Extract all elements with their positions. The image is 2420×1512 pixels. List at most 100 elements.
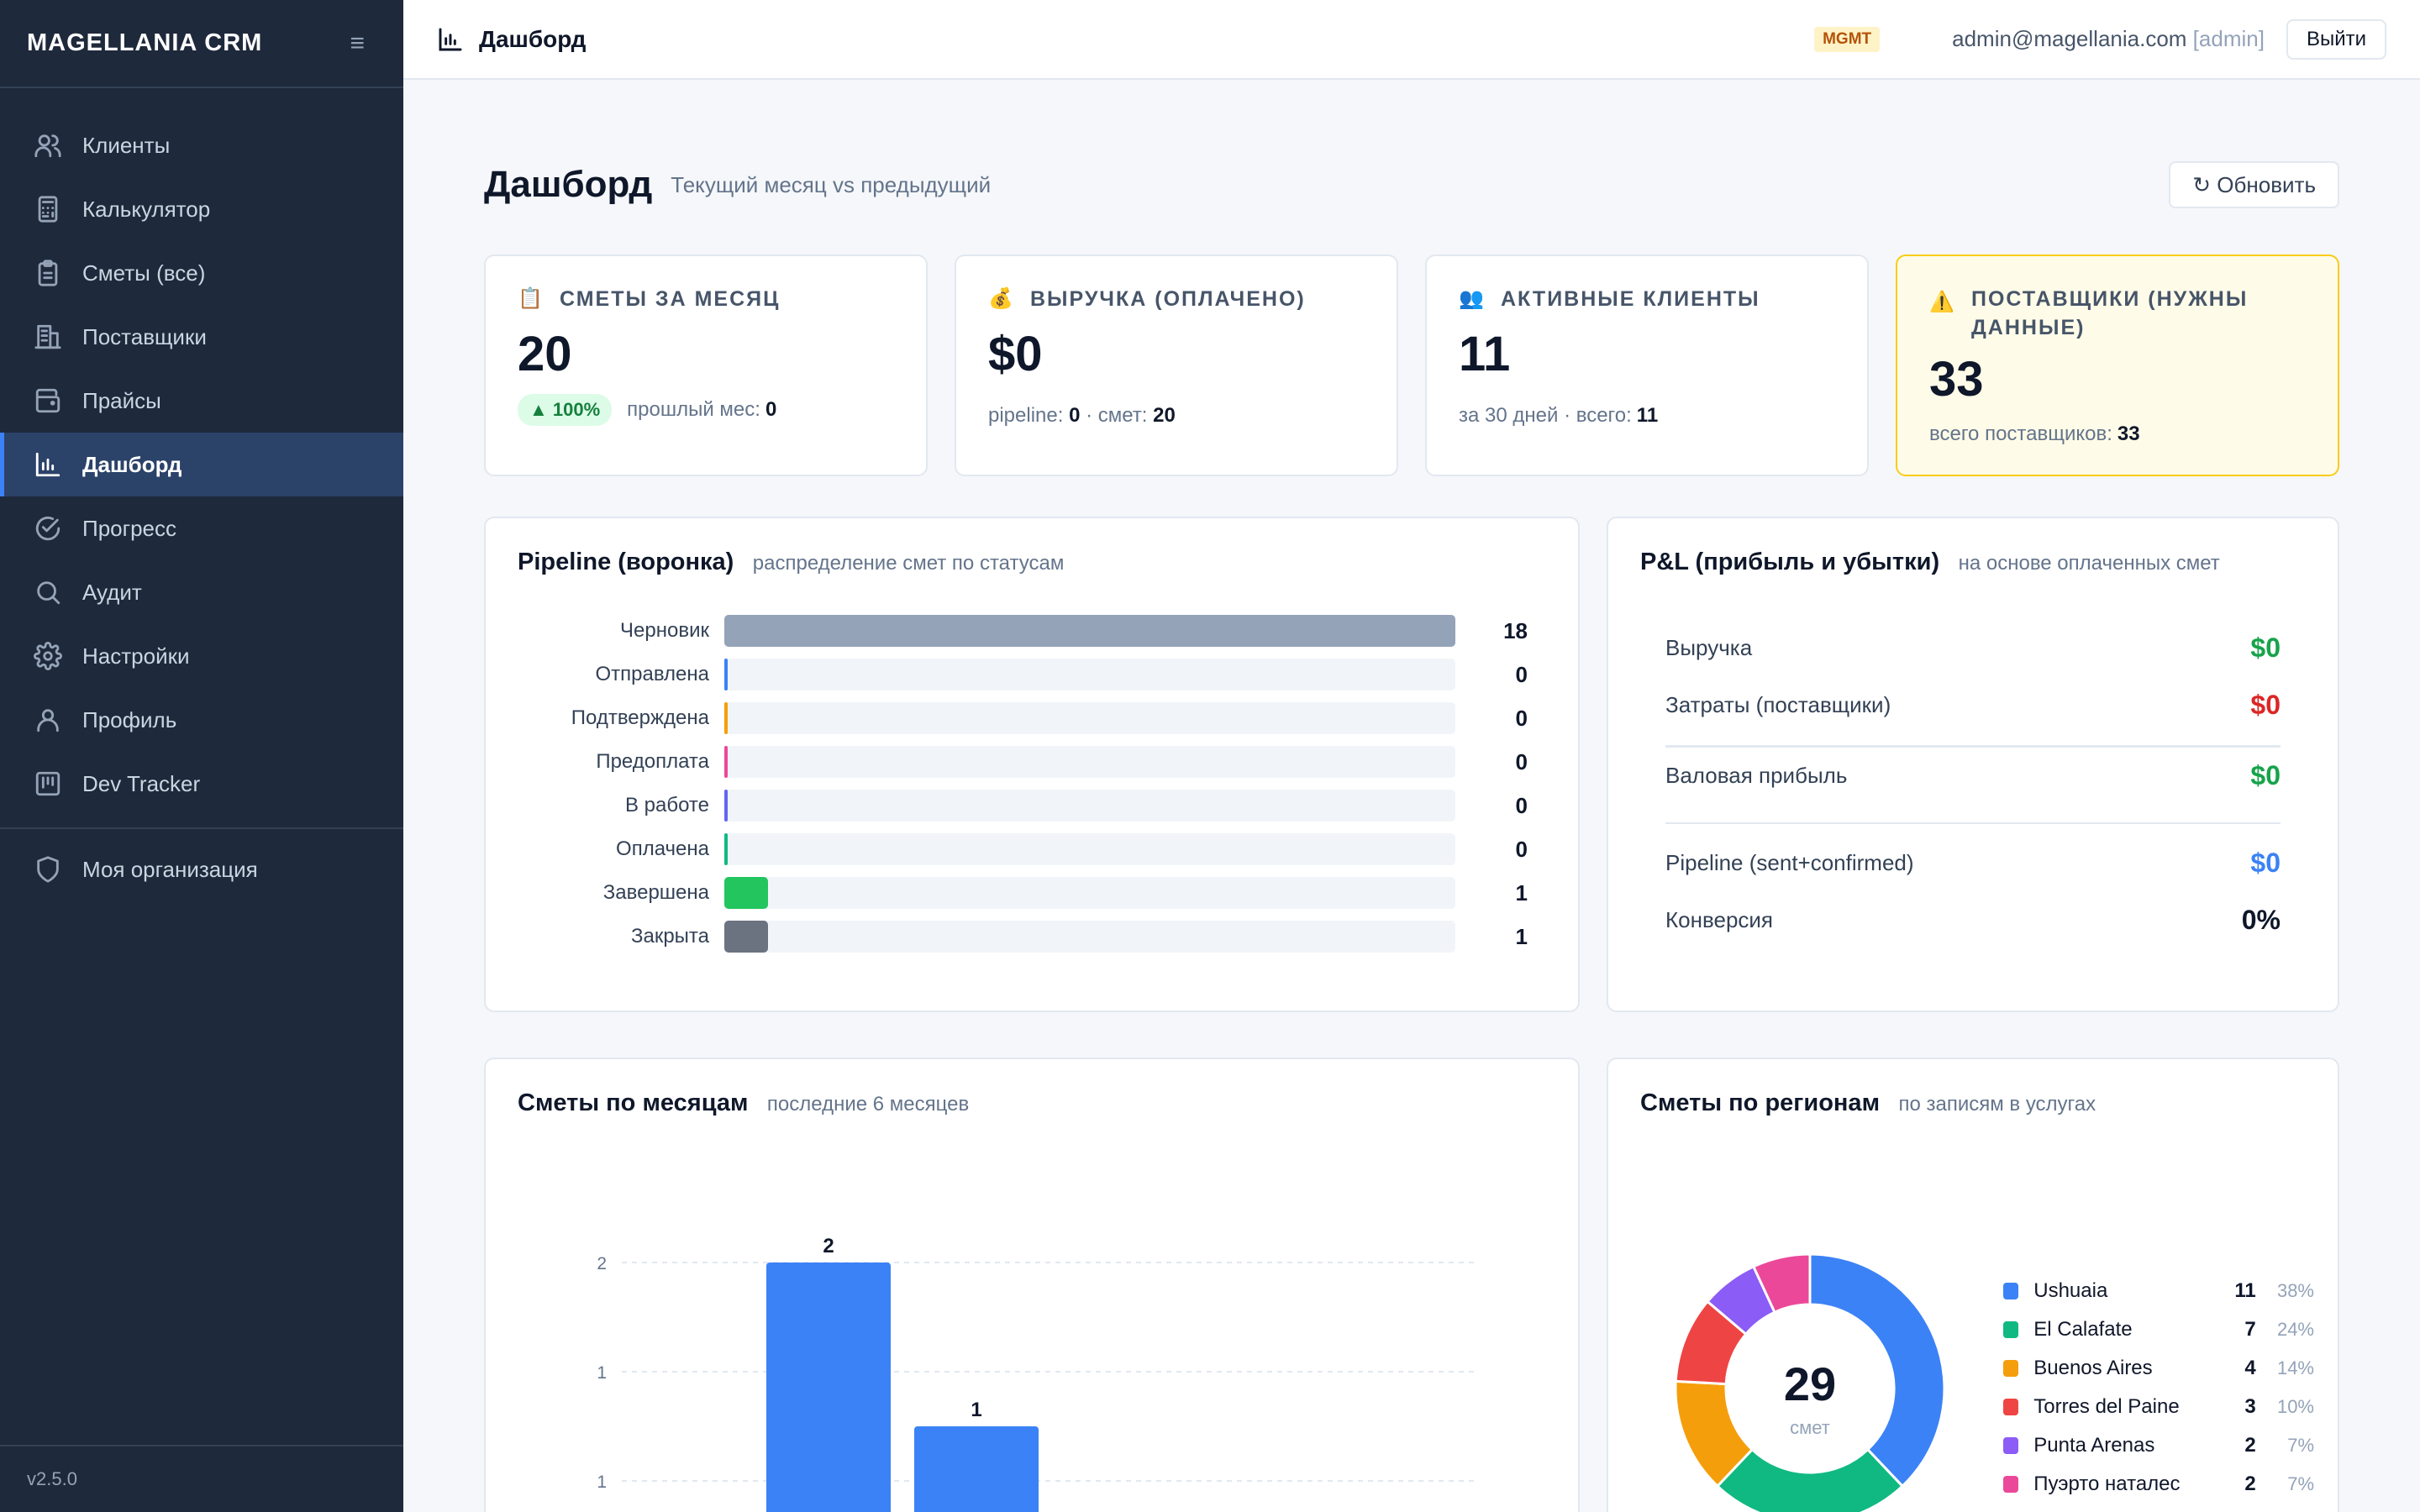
pipeline-row: В работе 0 bbox=[486, 789, 1578, 822]
wallet-icon bbox=[34, 386, 62, 415]
shield-icon bbox=[34, 855, 62, 884]
sidebar-item-аудит[interactable]: Аудит bbox=[0, 560, 403, 624]
kpi-card-revenue: 💰 ВЫРУЧКА (ОПЛАЧЕНО) $0 pipeline: 0 · сме… bbox=[955, 255, 1398, 476]
sidebar-item-dev-tracker[interactable]: Dev Tracker bbox=[0, 752, 403, 816]
kpi-foot-text: за 30 дней · всего: bbox=[1459, 404, 1632, 427]
legend-swatch bbox=[2003, 1321, 2019, 1338]
user-role: [admin] bbox=[2192, 26, 2265, 51]
topbar-title: Дашборд bbox=[437, 26, 586, 53]
sidebar-item-настройки[interactable]: Настройки bbox=[0, 624, 403, 688]
refresh-button[interactable]: ↻ Обновить bbox=[2169, 161, 2339, 208]
sidebar-item-калькулятор[interactable]: Калькулятор bbox=[0, 177, 403, 241]
sidebar-item-клиенты[interactable]: Клиенты bbox=[0, 113, 403, 177]
pnl-label: Выручка bbox=[1665, 634, 1753, 660]
legend-item: Пуэрто наталес 2 7% bbox=[2003, 1467, 2314, 1501]
regions-donut-chart: 29 смет bbox=[1674, 1252, 1946, 1512]
pnl-row-revenue: Выручка $0 bbox=[1665, 629, 2281, 666]
delta-badge: ▲ 100% bbox=[518, 394, 613, 426]
pnl-row-costs: Затраты (поставщики) $0 bbox=[1665, 686, 2281, 723]
clipboard-icon: 📋 bbox=[518, 287, 544, 310]
pipeline-value: 0 bbox=[1515, 793, 1528, 818]
kpi-label: 👥 АКТИВНЫЕ КЛИЕНТЫ bbox=[1459, 285, 1835, 313]
pnl-row-conversion: Конверсия 0% bbox=[1665, 901, 2281, 938]
pipeline-track bbox=[724, 877, 1455, 909]
pipeline-label: Завершена bbox=[602, 881, 709, 904]
legend-count: 2 bbox=[2244, 1473, 2256, 1495]
pipeline-value: 0 bbox=[1515, 749, 1528, 774]
pipeline-bar bbox=[724, 790, 728, 822]
menu-toggle-icon[interactable]: ≡ bbox=[350, 29, 365, 57]
pipeline-label: Подтверждена bbox=[571, 706, 709, 729]
nav-divider bbox=[0, 827, 403, 829]
bar bbox=[914, 1426, 1039, 1512]
kpi-card-clients: 👥 АКТИВНЫЕ КЛИЕНТЫ 11 за 30 дней · всего:… bbox=[1425, 255, 1869, 476]
pipeline-track bbox=[724, 615, 1455, 647]
sidebar-item-label: Сметы (все) bbox=[82, 260, 206, 286]
sidebar-item-моя-организация[interactable]: Моя организация bbox=[0, 837, 403, 901]
pipeline-row: Подтверждена 0 bbox=[486, 701, 1578, 735]
donut-total: 29 bbox=[1784, 1357, 1836, 1410]
sidebar-item-прогресс[interactable]: Прогресс bbox=[0, 496, 403, 560]
pipeline-value: 0 bbox=[1515, 662, 1528, 687]
sidebar-item-сметы-все-[interactable]: Сметы (все) bbox=[0, 241, 403, 305]
building-icon bbox=[34, 323, 62, 351]
sidebar-item-поставщики[interactable]: Поставщики bbox=[0, 305, 403, 369]
brand-bar: MAGELLANIA CRM ≡ bbox=[0, 0, 403, 88]
gear-icon bbox=[34, 642, 62, 670]
sidebar: MAGELLANIA CRM ≡ Клиенты Калькулятор Сметы… bbox=[0, 0, 403, 1512]
panel-header: P&L (прибыль и убытки) на основе оплачен… bbox=[1640, 549, 2220, 576]
user-icon bbox=[34, 706, 62, 734]
panel-header: Сметы по регионам по записям в услугах bbox=[1640, 1089, 2096, 1117]
panel-title: Pipeline (воронка) bbox=[518, 549, 734, 575]
pipeline-value: 1 bbox=[1515, 880, 1528, 906]
legend-swatch bbox=[2003, 1476, 2019, 1493]
donut-slice bbox=[1808, 1252, 1946, 1488]
pnl-value: 0% bbox=[2241, 904, 2281, 935]
user-email: admin@magellania.com bbox=[1952, 26, 2187, 51]
kpi-foot-text: прошлый мес: bbox=[627, 398, 760, 421]
legend-item: Ushuaia 11 38% bbox=[2003, 1274, 2314, 1308]
pipeline-bar bbox=[724, 877, 768, 909]
pipeline-row: Закрыта 1 bbox=[486, 920, 1578, 953]
pnl-label: Валовая прибыль bbox=[1665, 762, 1848, 788]
legend-count: 2 bbox=[2244, 1434, 2256, 1457]
sidebar-item-прайсы[interactable]: Прайсы bbox=[0, 369, 403, 433]
y-tick-label: 1 bbox=[597, 1473, 607, 1492]
sidebar-item-label: Прогресс bbox=[82, 515, 177, 541]
logout-button[interactable]: Выйти bbox=[2286, 18, 2386, 60]
pipeline-label: Отправлена bbox=[595, 663, 709, 685]
pnl-value: $0 bbox=[2250, 632, 2281, 663]
sidebar-item-label: Калькулятор bbox=[82, 196, 211, 222]
pipeline-track bbox=[724, 833, 1455, 865]
users-icon: 👥 bbox=[1459, 287, 1486, 310]
role-badge: MGMT bbox=[1814, 26, 1881, 52]
kpi-foot-value: 0 bbox=[1069, 404, 1081, 427]
app-version: v2.5.0 bbox=[0, 1445, 403, 1512]
monthly-bar-chart: 2 1 1 2 1 bbox=[597, 1235, 1476, 1512]
sidebar-item-дашборд[interactable]: Дашборд bbox=[0, 433, 403, 496]
sidebar-item-label: Поставщики bbox=[82, 323, 207, 349]
search-icon bbox=[34, 578, 62, 606]
kpi-foot: pipeline: 0 · смет: 20 bbox=[988, 404, 1365, 428]
bar-chart-icon bbox=[439, 28, 462, 50]
pnl-value: $0 bbox=[2250, 759, 2281, 790]
pipeline-value: 1 bbox=[1515, 924, 1528, 949]
bar bbox=[766, 1263, 891, 1512]
page-header: Дашборд Текущий месяц vs предыдущий ↻ Об… bbox=[484, 161, 2339, 208]
donut-slice bbox=[1751, 1252, 1812, 1315]
legend-item: El Calafate 7 24% bbox=[2003, 1313, 2314, 1347]
pipeline-bar bbox=[724, 833, 728, 865]
sidebar-item-label: Настройки bbox=[82, 643, 190, 669]
pnl-label: Конверсия bbox=[1665, 906, 1774, 932]
legend-name: Buenos Aires bbox=[2033, 1357, 2153, 1379]
sidebar-nav: Клиенты Калькулятор Сметы (все) Поставщики П… bbox=[0, 88, 403, 901]
pipeline-value: 0 bbox=[1515, 837, 1528, 862]
legend-item: Buenos Aires 4 14% bbox=[2003, 1352, 2314, 1385]
pipeline-label: В работе bbox=[624, 794, 709, 816]
pipeline-panel: Pipeline (воронка) распределение смет по… bbox=[484, 517, 1580, 1012]
pipeline-bar bbox=[724, 615, 1455, 647]
sidebar-item-профиль[interactable]: Профиль bbox=[0, 688, 403, 752]
kpi-value: 33 bbox=[1929, 352, 1984, 407]
panel-header: Pipeline (воронка) распределение смет по… bbox=[518, 549, 1064, 576]
